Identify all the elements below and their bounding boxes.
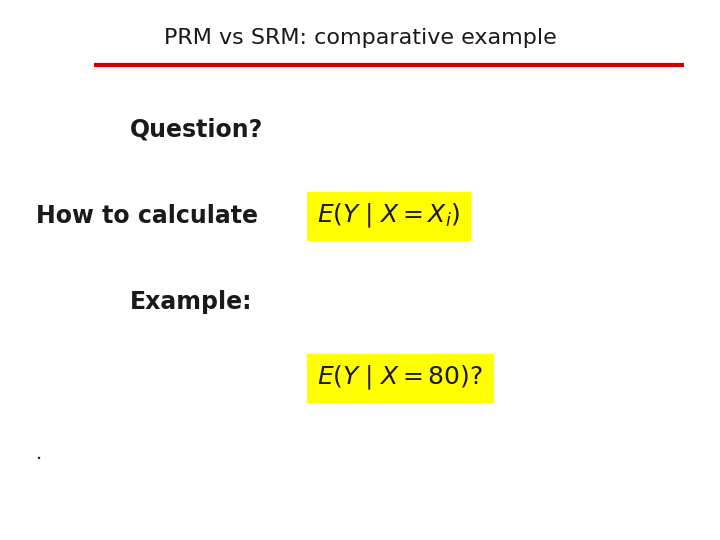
Text: Example:: Example: xyxy=(130,291,252,314)
Text: .: . xyxy=(36,444,42,463)
Text: Question?: Question? xyxy=(130,118,263,141)
Text: $E(Y\mid X = 80)?$: $E(Y\mid X = 80)?$ xyxy=(317,364,482,392)
Text: PRM vs SRM: comparative example: PRM vs SRM: comparative example xyxy=(163,28,557,48)
Text: $E(Y\mid X = X_i)$: $E(Y\mid X = X_i)$ xyxy=(317,202,460,230)
Text: How to calculate: How to calculate xyxy=(36,204,258,228)
